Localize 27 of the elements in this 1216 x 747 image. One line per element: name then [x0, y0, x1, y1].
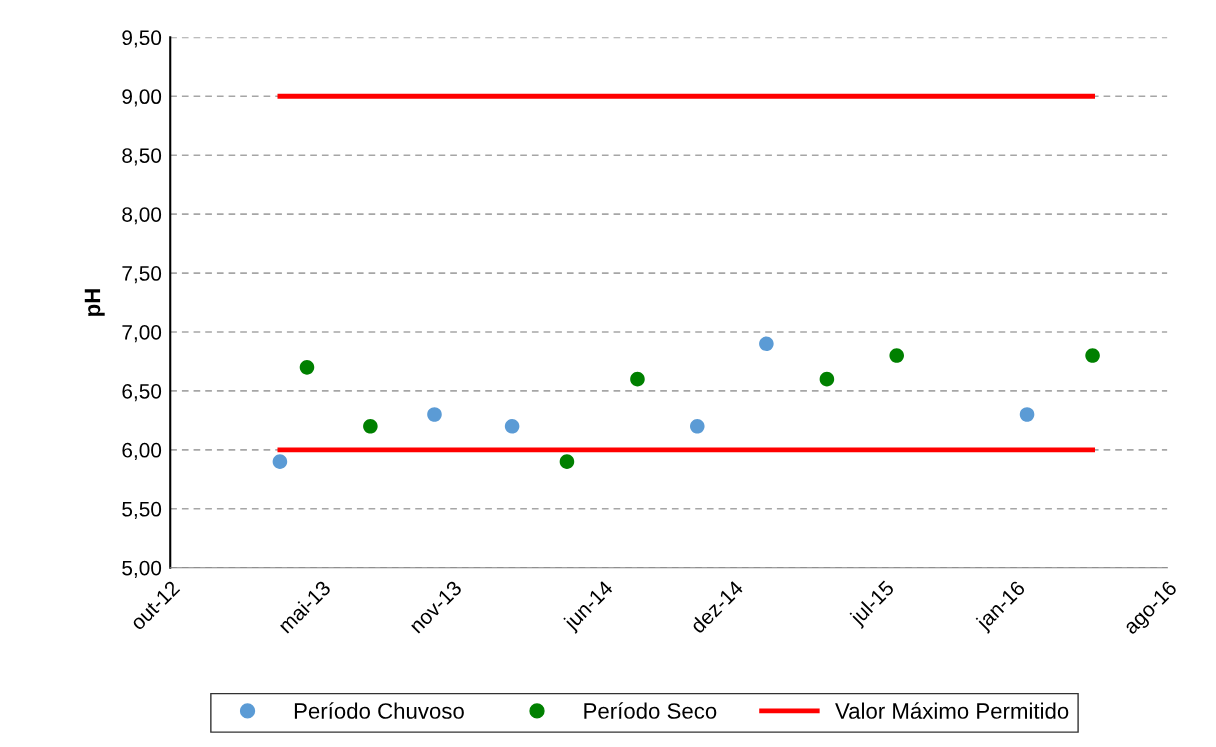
y-tick-label: 5,50 [122, 501, 162, 519]
y-tick-label: 6,00 [122, 442, 162, 461]
point [1019, 407, 1035, 422]
legend-label: Período Chuvoso [294, 702, 464, 719]
point [504, 419, 520, 434]
y-tick-label: 7,00 [122, 325, 162, 343]
legend-label: Período Seco [584, 702, 717, 719]
y-tick-label: 9,50 [122, 30, 162, 48]
y-tick-label: 7,50 [122, 266, 162, 284]
point [363, 419, 378, 434]
point [889, 348, 904, 363]
point [427, 407, 442, 422]
y-tick-label: 5,00 [122, 560, 162, 578]
point [1085, 348, 1100, 363]
point [299, 360, 315, 375]
y-tick-label: 6,50 [122, 383, 162, 402]
point [819, 371, 835, 387]
y-tick-label: 9,00 [122, 89, 162, 107]
point [630, 371, 645, 387]
y-tick-label: 8,50 [122, 148, 162, 166]
y-tick-label: 8,00 [122, 207, 162, 225]
y-axis-title: pH [84, 289, 105, 316]
point [690, 419, 705, 434]
point [272, 454, 288, 469]
point [759, 336, 774, 352]
legend-label: Valor Máximo Permitido [835, 702, 1069, 719]
point [559, 454, 575, 469]
